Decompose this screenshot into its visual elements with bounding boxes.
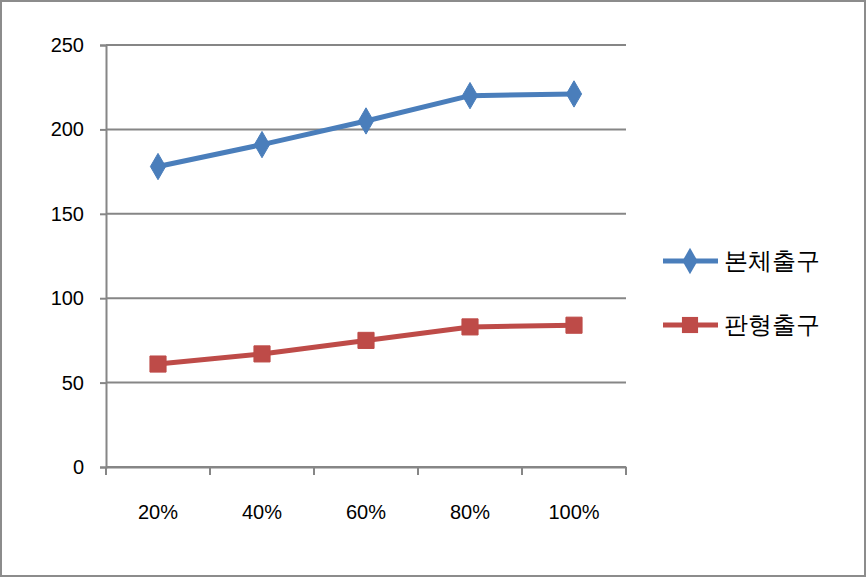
x-category-divider [105, 467, 107, 475]
grid-line [106, 297, 626, 299]
grid-line [106, 382, 626, 384]
y-axis: 0 50 100 150 200 250 [51, 34, 107, 478]
legend-item: 본체출구 [663, 247, 820, 274]
x-tick: 100% [548, 467, 599, 523]
x-tick: 20% [138, 467, 178, 523]
x-tick-label: 20% [138, 501, 178, 523]
series-marker [358, 108, 373, 134]
y-axis-line [100, 46, 107, 468]
x-tick-label: 80% [450, 501, 490, 523]
x-axis-line [107, 467, 627, 469]
y-tick: 150 [51, 203, 106, 225]
x-tick-label: 60% [346, 501, 386, 523]
x-category-divider [521, 467, 523, 475]
x-tick: 80% [450, 467, 490, 523]
y-tick: 100 [51, 287, 106, 309]
legend-label: 본체출구 [724, 247, 820, 274]
series-marker [150, 356, 166, 372]
series-marker [462, 82, 477, 108]
x-category-divider [209, 467, 211, 475]
grid [106, 45, 626, 467]
y-tick-mark [100, 129, 106, 131]
legend: 본체출구판형출구 [663, 247, 820, 338]
grid-line [106, 44, 626, 46]
series-marker [566, 81, 581, 107]
grid-line [106, 213, 626, 215]
series-line [158, 325, 574, 364]
y-tick-label: 150 [51, 203, 84, 225]
series-marker [254, 131, 269, 157]
chart-border [1, 1, 865, 576]
x-category-divider [417, 467, 419, 475]
x-tick: 40% [242, 467, 282, 523]
y-tick-label: 100 [51, 287, 84, 309]
legend-label: 판형출구 [724, 311, 820, 338]
y-tick-mark [100, 45, 106, 47]
series-marker [566, 317, 582, 333]
y-tick: 200 [51, 118, 106, 140]
y-tick-mark [100, 298, 106, 300]
y-tick: 0 [73, 456, 106, 478]
y-tick-label: 250 [51, 34, 84, 56]
x-tick-label: 40% [242, 501, 282, 523]
x-category-divider [313, 467, 315, 475]
x-tick-label: 100% [548, 501, 599, 523]
y-tick: 250 [51, 34, 106, 56]
y-tick: 50 [62, 372, 106, 394]
series-line [158, 94, 574, 167]
x-axis: 20% 40% 60% 80% 100% [106, 467, 627, 523]
y-tick-mark [100, 213, 106, 215]
y-tick-label: 0 [73, 456, 84, 478]
plot-area [150, 81, 582, 372]
chart: 0 50 100 150 200 250 20% 40% 60% 80% 100% 본체출구판형출구 [0, 0, 866, 577]
legend-item: 판형출구 [663, 311, 820, 338]
y-tick-label: 50 [62, 372, 84, 394]
series-marker [254, 346, 270, 362]
series-marker [358, 332, 374, 348]
series-marker [150, 153, 165, 179]
series-marker [462, 319, 478, 335]
x-category-divider [625, 467, 627, 475]
y-tick-label: 200 [51, 118, 84, 140]
grid-line [106, 466, 626, 468]
legend-marker [682, 317, 698, 333]
legend-marker [682, 248, 697, 274]
y-tick-mark [100, 382, 106, 384]
x-tick: 60% [346, 467, 386, 523]
